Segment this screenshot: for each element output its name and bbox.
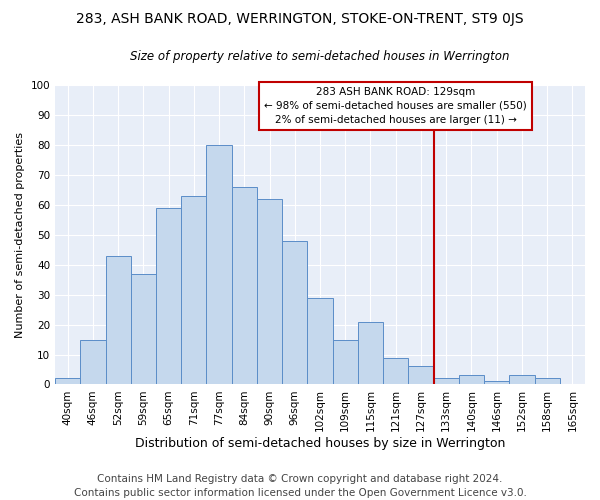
Bar (332, 340, 358, 384)
Bar (484, 382, 509, 384)
Y-axis label: Number of semi-detached properties: Number of semi-detached properties (15, 132, 25, 338)
Bar (181, 196, 206, 384)
Bar (257, 199, 282, 384)
Bar (80, 340, 106, 384)
Bar (156, 208, 181, 384)
Text: 283 ASH BANK ROAD: 129sqm
← 98% of semi-detached houses are smaller (550)
2% of : 283 ASH BANK ROAD: 129sqm ← 98% of semi-… (265, 87, 527, 125)
Bar (232, 187, 257, 384)
Text: 283, ASH BANK ROAD, WERRINGTON, STOKE-ON-TRENT, ST9 0JS: 283, ASH BANK ROAD, WERRINGTON, STOKE-ON… (76, 12, 524, 26)
Bar (509, 376, 535, 384)
Bar (459, 376, 484, 384)
Bar (206, 145, 232, 384)
Bar (434, 378, 459, 384)
Bar (409, 366, 434, 384)
Bar (383, 358, 409, 384)
Bar (358, 322, 383, 384)
Bar (106, 256, 131, 384)
Bar (282, 240, 307, 384)
Text: Contains HM Land Registry data © Crown copyright and database right 2024.
Contai: Contains HM Land Registry data © Crown c… (74, 474, 526, 498)
Bar (535, 378, 560, 384)
Bar (307, 298, 332, 384)
X-axis label: Distribution of semi-detached houses by size in Werrington: Distribution of semi-detached houses by … (135, 437, 505, 450)
Bar (131, 274, 156, 384)
Title: Size of property relative to semi-detached houses in Werrington: Size of property relative to semi-detach… (130, 50, 510, 63)
Bar (55, 378, 80, 384)
